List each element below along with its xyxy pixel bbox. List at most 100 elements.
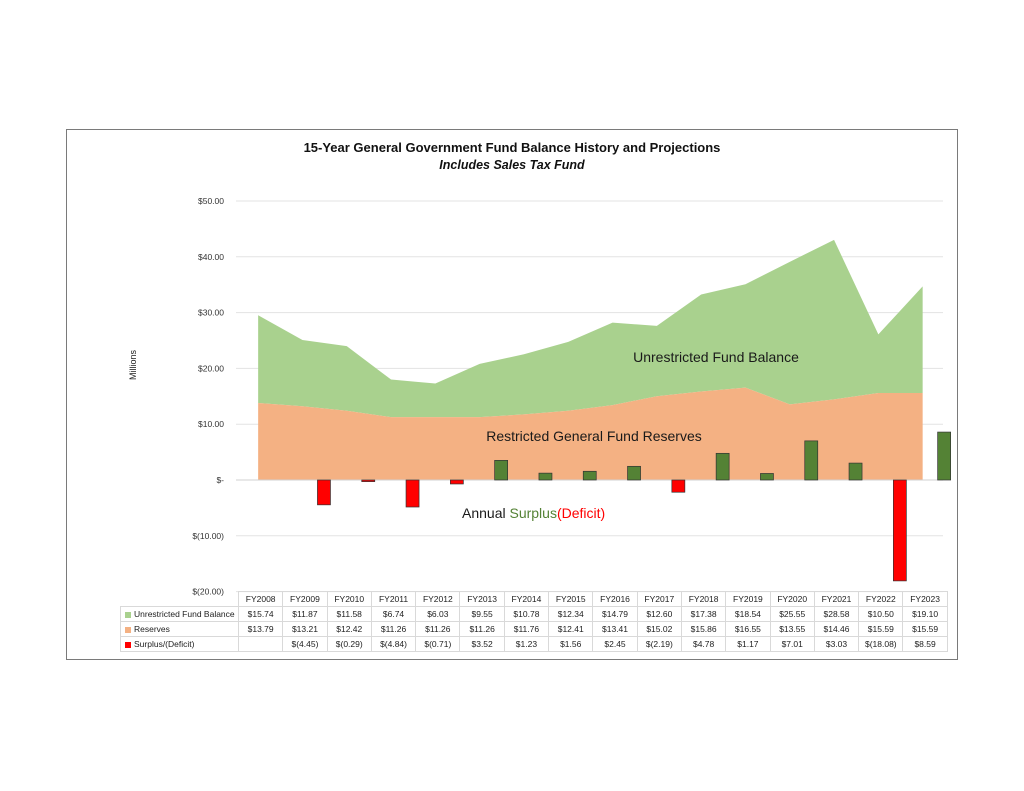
chart-title: 15-Year General Government Fund Balance … — [303, 140, 721, 155]
x-tick-label: FY2017 — [636, 591, 682, 607]
surplus-bar — [937, 431, 952, 481]
data-label: $2.45 — [592, 636, 638, 652]
data-label: $(4.45) — [282, 636, 328, 652]
data-label: $8.59 — [902, 636, 948, 652]
surplus-bar — [848, 462, 863, 481]
x-tick-label: FY2018 — [680, 591, 727, 607]
data-label: $11.76 — [503, 621, 550, 637]
data-label: $4.78 — [680, 636, 727, 652]
y-tick-label: $- — [216, 475, 224, 485]
table-row: Reserves $13.79 $13.21 $12.42 $11.26 $11.26 $1… — [120, 621, 948, 637]
data-label: $11.26 — [370, 621, 417, 637]
annotation-annual-word: Annual — [462, 505, 509, 521]
data-label: $11.58 — [326, 606, 372, 622]
data-label: $28.58 — [813, 606, 860, 622]
data-label: $11.26 — [459, 621, 505, 637]
annotation-surplus: Surplus — [509, 505, 556, 521]
data-label: $13.55 — [769, 621, 815, 637]
surplus-bar — [627, 465, 641, 481]
legend-swatch — [125, 626, 131, 633]
data-label: $(2.19) — [636, 636, 682, 652]
legend-label: Reserves — [134, 624, 170, 634]
data-label: $(18.08) — [858, 636, 904, 652]
x-tick-label: FY2016 — [592, 591, 638, 607]
data-label: $14.46 — [813, 621, 860, 637]
data-label: $12.60 — [636, 606, 682, 622]
y-tick-label: $40.00 — [198, 252, 224, 262]
data-label: $17.38 — [680, 606, 727, 622]
legend-swatch — [125, 611, 131, 618]
data-label: $12.42 — [326, 621, 372, 637]
x-tick-label: FY2021 — [813, 591, 860, 607]
y-tick-label: $(10.00) — [192, 531, 224, 541]
data-label: $7.01 — [769, 636, 815, 652]
x-tick-label: FY2022 — [858, 591, 904, 607]
deficit-bar — [317, 479, 331, 506]
data-label: $16.55 — [725, 621, 771, 637]
y-tick-label: $30.00 — [198, 308, 224, 318]
data-label: $10.50 — [858, 606, 904, 622]
x-tick-label: FY2011 — [370, 591, 417, 607]
surplus-bar — [804, 440, 819, 481]
data-label: $3.03 — [813, 636, 860, 652]
data-label: $6.03 — [415, 606, 461, 622]
data-label: $1.56 — [548, 636, 594, 652]
data-label: $6.74 — [370, 606, 417, 622]
legend-entry: Surplus/(Deficit) — [120, 636, 239, 652]
legend-label: Surplus/(Deficit) — [134, 639, 195, 649]
x-tick-label: FY2013 — [459, 591, 505, 607]
data-label: $13.41 — [592, 621, 638, 637]
surplus-bar — [715, 452, 730, 481]
data-label: $25.55 — [769, 606, 815, 622]
data-label: $11.87 — [282, 606, 328, 622]
x-tick-label: FY2008 — [237, 591, 284, 607]
chart-subtitle: Includes Sales Tax Fund — [439, 158, 585, 172]
legend-label: Unrestricted Fund Balance — [134, 609, 235, 619]
data-label: $(4.84) — [370, 636, 417, 652]
data-label: $11.26 — [415, 621, 461, 637]
annotation-annual: Annual Surplus(Deficit) — [462, 505, 605, 521]
x-tick-label: FY2015 — [548, 591, 594, 607]
annotation-restricted: Restricted General Fund Reserves — [486, 428, 702, 444]
data-label — [237, 636, 284, 652]
data-label: $9.55 — [459, 606, 505, 622]
data-label: $1.23 — [503, 636, 550, 652]
x-tick-label: FY2012 — [415, 591, 461, 607]
x-tick-label: FY2020 — [769, 591, 815, 607]
y-tick-label: $(20.00) — [192, 587, 224, 597]
legend-swatch — [125, 641, 131, 648]
surplus-bar — [538, 472, 553, 481]
table-header-row: FY2008 FY2009 FY2010 FY2011 FY2012 FY2013 FY20… — [121, 591, 948, 607]
data-label: $(0.71) — [415, 636, 461, 652]
data-label: $13.79 — [237, 621, 284, 637]
legend-entry: Reserves — [120, 621, 239, 637]
data-label: $15.59 — [902, 621, 948, 637]
data-label: $15.86 — [680, 621, 727, 637]
data-label: $3.52 — [459, 636, 505, 652]
x-tick-label: FY2010 — [326, 591, 372, 607]
annotation-unrestricted: Unrestricted Fund Balance — [633, 349, 799, 365]
legend-entry: Unrestricted Fund Balance — [120, 606, 239, 622]
x-tick-label: FY2009 — [282, 591, 328, 607]
surplus-bar — [582, 470, 597, 481]
data-table: FY2008 FY2009 FY2010 FY2011 FY2012 FY2013 FY20… — [120, 591, 948, 652]
data-label: $15.74 — [237, 606, 284, 622]
data-label: $15.59 — [858, 621, 904, 637]
surplus-bar — [494, 460, 508, 481]
y-tick-label: $20.00 — [198, 363, 224, 373]
x-tick-label: FY2014 — [503, 591, 550, 607]
area-unrestricted-fund-balance — [258, 239, 923, 418]
data-label: $18.54 — [725, 606, 771, 622]
surplus-bar — [760, 473, 774, 481]
x-tick-label: FY2023 — [902, 591, 948, 607]
x-tick-label: FY2019 — [725, 591, 771, 607]
deficit-bar — [405, 479, 420, 508]
data-label: $1.17 — [725, 636, 771, 652]
deficit-bar — [450, 479, 464, 485]
data-label: $(0.29) — [326, 636, 372, 652]
data-label: $14.79 — [592, 606, 638, 622]
y-tick-label: $10.00 — [198, 419, 224, 429]
table-row: Surplus/(Deficit) $(4.45) $(0.29) $(4.84) $(… — [120, 636, 948, 652]
data-label: $12.34 — [548, 606, 594, 622]
